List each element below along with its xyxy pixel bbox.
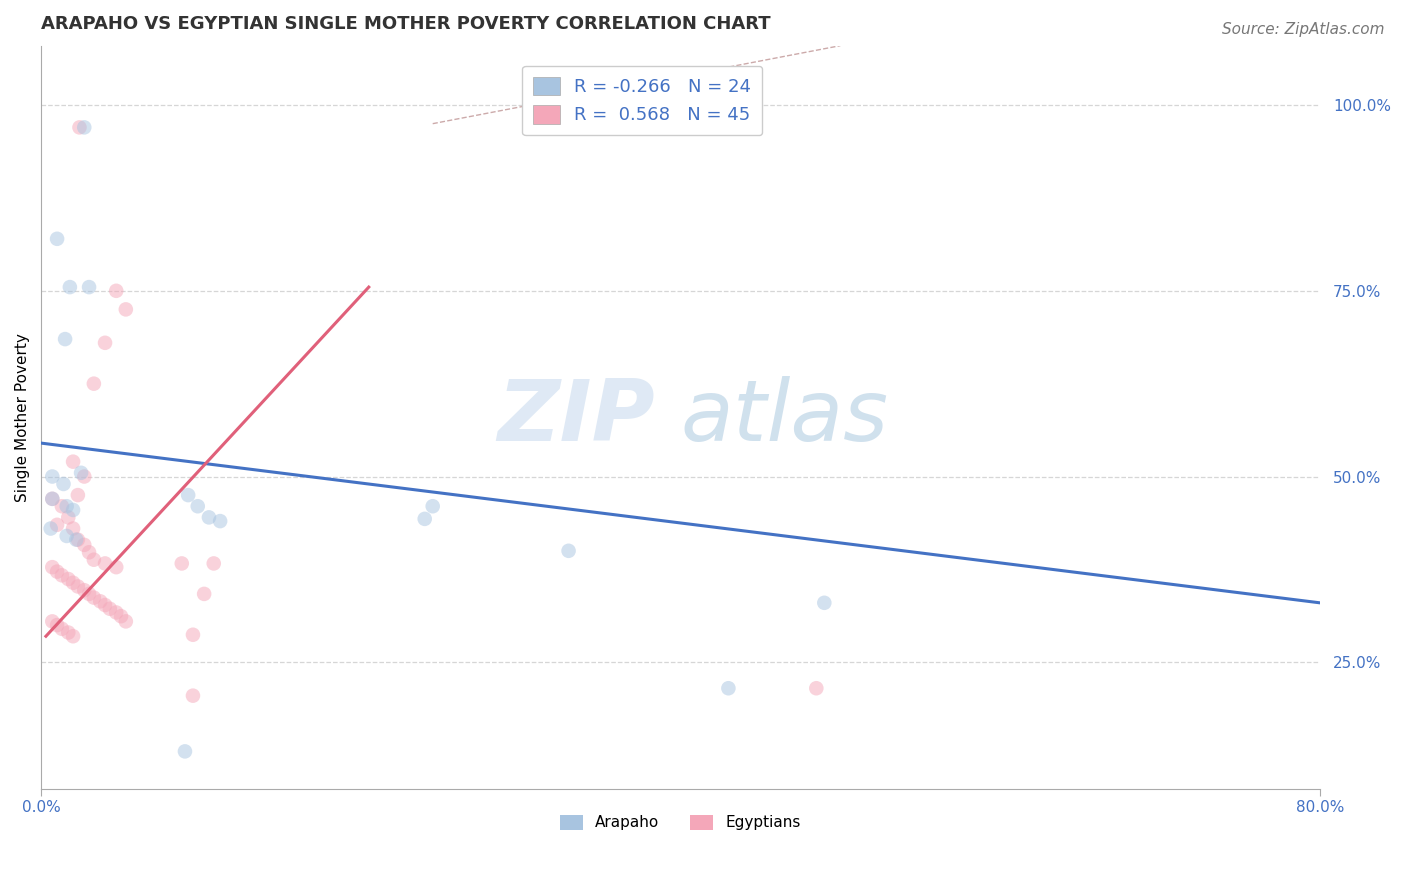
Point: [62, 503, 84, 517]
Point: [89, 594, 111, 608]
Point: [114, 615, 136, 629]
Point: [105, 284, 128, 298]
Point: [41, 469, 63, 483]
Legend: Arapaho, Egyptians: Arapaho, Egyptians: [554, 808, 807, 837]
Point: [193, 587, 215, 601]
Point: [413, 512, 436, 526]
Point: [83, 552, 105, 566]
Point: [41, 491, 63, 506]
Point: [105, 560, 128, 574]
Point: [77, 545, 100, 559]
Text: ZIP: ZIP: [498, 376, 655, 458]
Point: [62, 575, 84, 590]
Point: [46, 517, 69, 532]
Point: [73, 120, 96, 135]
Point: [806, 681, 828, 696]
Point: [170, 557, 193, 571]
Point: [557, 544, 579, 558]
Point: [55, 529, 77, 543]
Point: [58, 510, 80, 524]
Point: [66, 488, 89, 502]
Point: [83, 376, 105, 391]
Text: atlas: atlas: [681, 376, 889, 458]
Point: [62, 522, 84, 536]
Point: [39, 522, 62, 536]
Point: [46, 565, 69, 579]
Point: [70, 466, 93, 480]
Point: [46, 618, 69, 632]
Point: [69, 120, 91, 135]
Point: [94, 557, 117, 571]
Point: [66, 579, 89, 593]
Point: [58, 572, 80, 586]
Point: [98, 601, 121, 615]
Text: ARAPAHO VS EGYPTIAN SINGLE MOTHER POVERTY CORRELATION CHART: ARAPAHO VS EGYPTIAN SINGLE MOTHER POVERT…: [41, 15, 770, 33]
Point: [77, 280, 100, 294]
Point: [52, 477, 75, 491]
Point: [177, 488, 200, 502]
Point: [717, 681, 740, 696]
Point: [422, 500, 444, 514]
Point: [73, 538, 96, 552]
Point: [114, 302, 136, 317]
Point: [105, 606, 128, 620]
Point: [51, 500, 73, 514]
Point: [62, 629, 84, 643]
Point: [187, 500, 209, 514]
Point: [73, 469, 96, 483]
Y-axis label: Single Mother Poverty: Single Mother Poverty: [15, 333, 30, 501]
Point: [181, 689, 204, 703]
Point: [41, 615, 63, 629]
Point: [94, 598, 117, 612]
Point: [41, 560, 63, 574]
Point: [62, 455, 84, 469]
Point: [77, 587, 100, 601]
Point: [94, 335, 117, 350]
Point: [181, 628, 204, 642]
Point: [66, 533, 89, 547]
Point: [58, 625, 80, 640]
Point: [202, 557, 225, 571]
Point: [59, 280, 82, 294]
Text: Source: ZipAtlas.com: Source: ZipAtlas.com: [1222, 22, 1385, 37]
Point: [65, 533, 87, 547]
Point: [174, 744, 197, 758]
Point: [41, 491, 63, 506]
Point: [46, 232, 69, 246]
Point: [51, 568, 73, 582]
Point: [198, 510, 221, 524]
Point: [209, 514, 232, 528]
Point: [110, 609, 132, 624]
Point: [813, 596, 835, 610]
Point: [55, 500, 77, 514]
Point: [53, 332, 76, 346]
Point: [83, 591, 105, 605]
Point: [73, 583, 96, 598]
Point: [51, 622, 73, 636]
